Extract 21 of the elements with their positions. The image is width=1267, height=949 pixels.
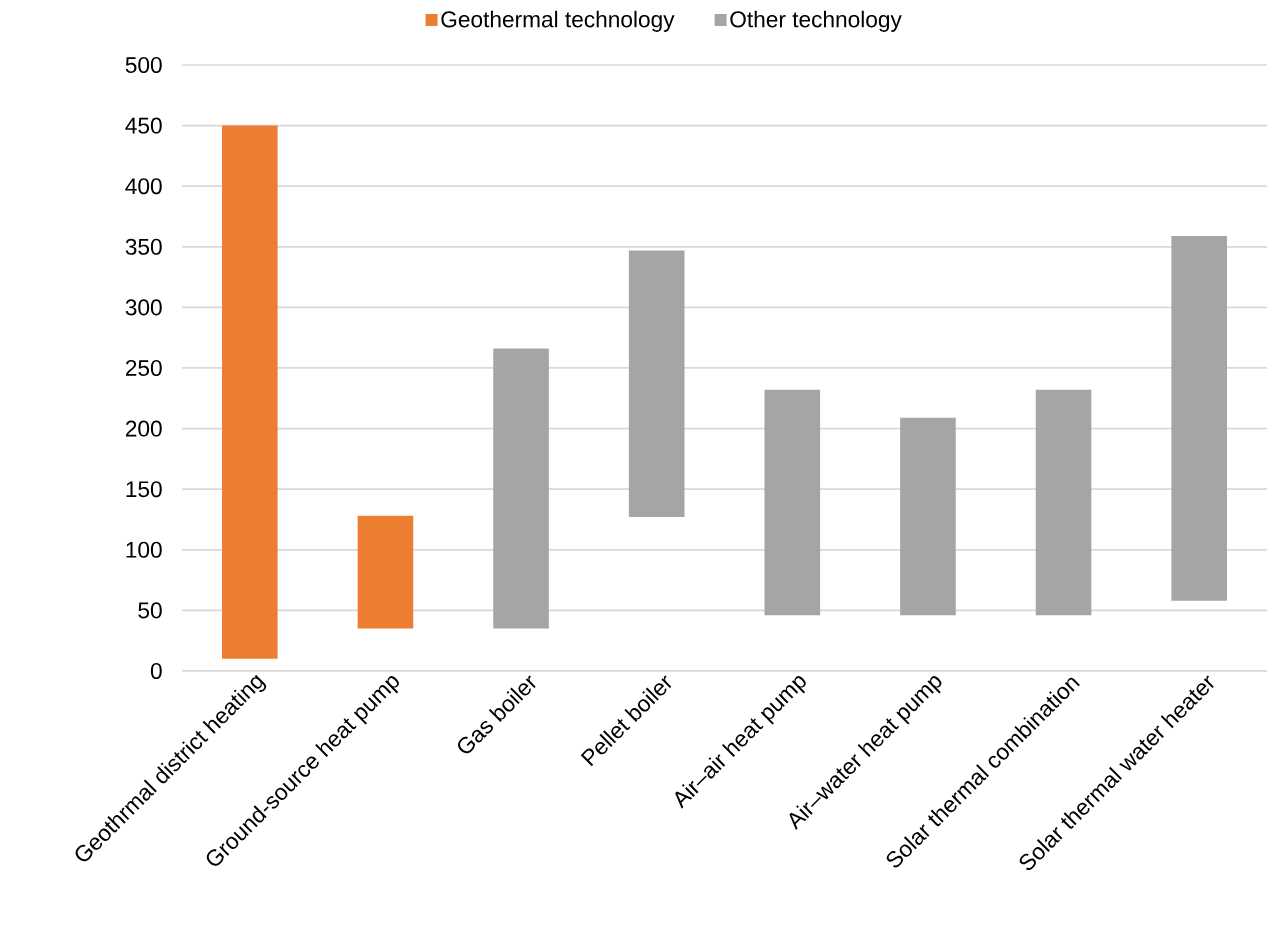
y-tick-label: 250 — [125, 359, 162, 377]
bar — [628, 250, 685, 518]
y-tick-label: 350 — [125, 238, 162, 255]
bar — [222, 125, 278, 659]
bar — [1035, 389, 1092, 616]
bar — [764, 389, 821, 616]
legend-label: Other technology — [730, 10, 902, 32]
y-tick-label: 0 — [150, 662, 162, 680]
y-tick-label: 100 — [126, 541, 162, 558]
y-tick-label: 500 — [125, 56, 162, 74]
y-tick-label: 200 — [125, 420, 162, 437]
y-tick-label: 400 — [125, 178, 162, 195]
bar — [1171, 235, 1227, 601]
y-tick-label: 300 — [125, 299, 162, 316]
bar — [493, 348, 549, 629]
y-tick-label: 450 — [125, 117, 162, 134]
y-tick-label: 150 — [126, 481, 162, 498]
legend-label: Geothermal technology — [441, 10, 675, 32]
bar — [900, 417, 956, 616]
bar — [357, 515, 414, 629]
y-tick-label: 50 — [138, 602, 162, 619]
